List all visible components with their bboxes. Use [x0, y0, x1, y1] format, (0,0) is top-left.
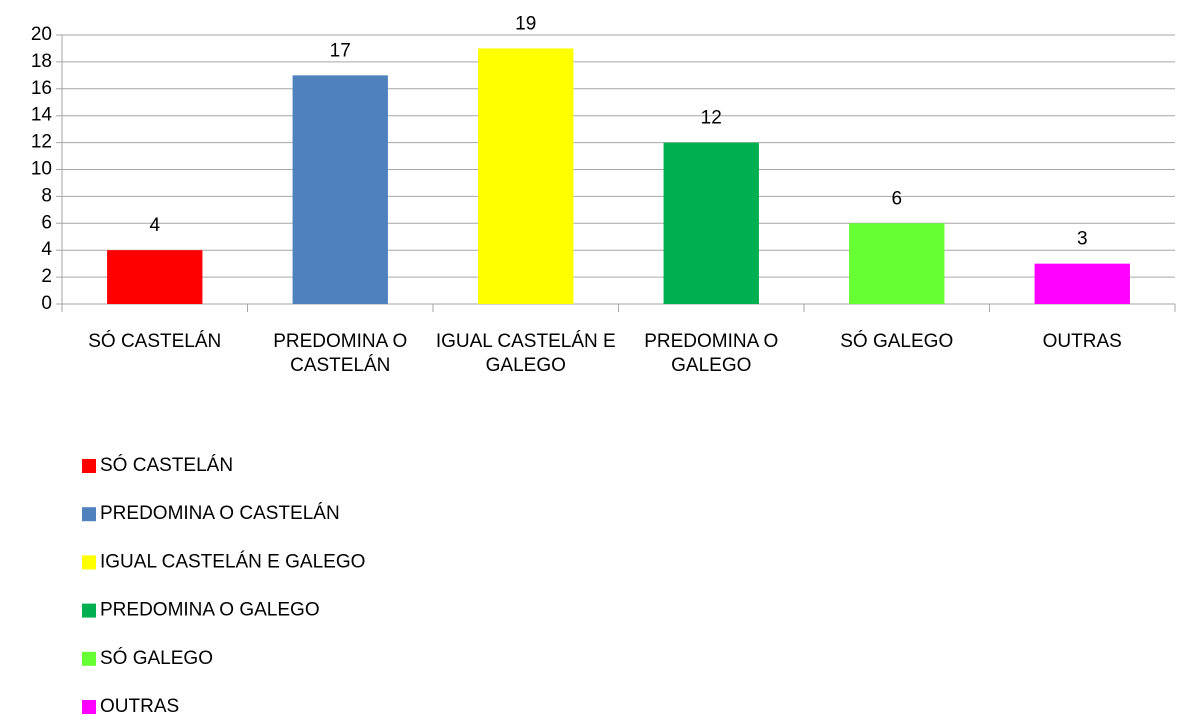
legend-swatch [82, 651, 96, 666]
data-label: 3 [1077, 229, 1088, 250]
data-label: 17 [330, 40, 351, 61]
legend-label: PREDOMINA O CASTELÁN [100, 503, 340, 524]
y-tick-label: 18 [31, 51, 52, 72]
legend-label: SÓ GALEGO [100, 647, 213, 669]
legend-swatch [82, 507, 96, 522]
legend-swatch [82, 555, 96, 570]
bar [292, 75, 388, 304]
y-tick-label: 6 [41, 212, 52, 233]
data-label: 12 [701, 108, 722, 129]
y-tick-label: 16 [31, 78, 52, 99]
x-tick-label: SÓ CASTELÁN [88, 331, 222, 352]
y-tick-label: 12 [31, 132, 52, 153]
x-tick-label: PREDOMINA O GALEGO [644, 331, 779, 376]
data-label: 6 [891, 188, 902, 209]
x-tick-label: OUTRAS [1042, 331, 1122, 352]
y-tick-label: 0 [41, 293, 52, 314]
bar [1034, 263, 1130, 304]
bar [663, 142, 759, 304]
legend-label: OUTRAS [100, 696, 179, 717]
x-tick-label: IGUAL CASTELÁN E GALEGO [435, 331, 616, 376]
legend-swatch [82, 459, 96, 473]
y-tick-label: 4 [41, 239, 52, 260]
legend-swatch [82, 700, 96, 714]
legend-swatch [82, 603, 96, 618]
y-tick-label: 10 [31, 159, 52, 180]
y-tick-label: 14 [31, 105, 53, 126]
y-tick-label: 20 [31, 24, 52, 45]
y-tick-label: 2 [41, 266, 52, 287]
bar [849, 223, 945, 304]
y-tick-label: 8 [41, 185, 52, 206]
bar [107, 250, 203, 304]
legend-label: SÓ CASTELÁN [100, 454, 233, 476]
legend-label: PREDOMINA O GALEGO [100, 600, 320, 621]
x-tick-label: SÓ GALEGO [840, 331, 954, 352]
data-label: 4 [149, 215, 160, 236]
data-label: 19 [515, 13, 536, 34]
bar [478, 48, 574, 305]
legend-label: IGUAL CASTELÁN E GALEGO [100, 551, 365, 572]
x-tick-label: PREDOMINA O CASTELÁN [273, 331, 408, 376]
